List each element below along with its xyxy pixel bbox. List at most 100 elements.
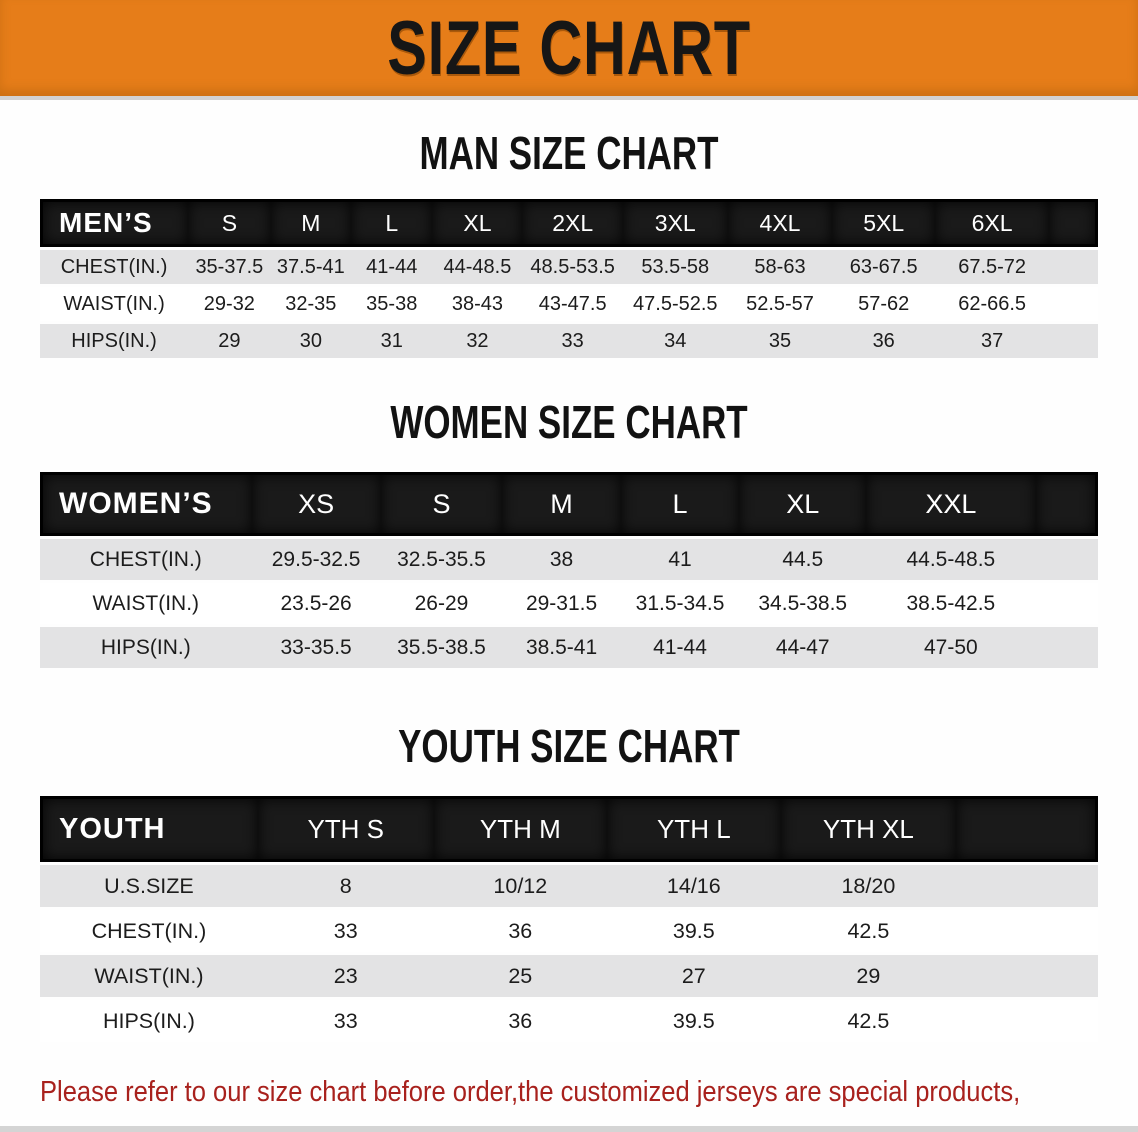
header-row: WOMEN’S XS S M L XL XXL (40, 472, 1098, 536)
spacer-cell (1035, 539, 1098, 580)
womens-size-table: WOMEN’S XS S M L XL XXL CHEST(IN.) 29.5-32.5 32.5… (40, 469, 1098, 671)
women-section-heading: WOMEN SIZE CHART (390, 396, 748, 448)
spacer-cell (1035, 583, 1098, 624)
table-row: HIPS(IN.) 29 30 31 32 33 34 35 36 37 (40, 324, 1098, 358)
size-column-header: XL (432, 199, 523, 247)
row-label: WAIST(IN.) (40, 287, 189, 321)
size-value: 31 (351, 324, 433, 358)
youth-size-table: YOUTH YTH S YTH M YTH L YTH XL U.S.SIZE 8 10/12… (40, 793, 1098, 1045)
row-label: CHEST(IN.) (40, 539, 252, 580)
size-column-header: S (380, 472, 503, 536)
header-row: YOUTH YTH S YTH M YTH L YTH XL (40, 796, 1098, 862)
size-value: 32-35 (270, 287, 352, 321)
banner-title: SIZE CHART (387, 5, 751, 91)
size-value: 30 (270, 324, 352, 358)
table-title-cell: YOUTH (40, 796, 258, 862)
spacer-cell (956, 796, 1098, 862)
spacer-cell (956, 1000, 1098, 1042)
spacer-cell (1049, 199, 1098, 247)
size-value: 26-29 (380, 583, 503, 624)
spacer-cell (1049, 287, 1098, 321)
size-value: 27 (607, 955, 781, 997)
size-value: 39.5 (607, 1000, 781, 1042)
size-value: 33-35.5 (251, 627, 381, 668)
row-label: HIPS(IN.) (40, 1000, 258, 1042)
size-table: YOUTH YTH S YTH M YTH L YTH XL U.S.SIZE 8 10/12… (40, 793, 1098, 1045)
table-title-cell: WOMEN’S (40, 472, 252, 536)
size-column-header: XXL (866, 472, 1036, 536)
size-value: 32 (432, 324, 523, 358)
size-value: 41-44 (620, 627, 740, 668)
size-column-header: M (270, 199, 352, 247)
size-column-header: 6XL (935, 199, 1050, 247)
mens-size-table: MEN’S S M L XL 2XL 3XL 4XL 5XL 6XL CHEST(IN.) 35-37… (40, 196, 1098, 361)
table-row: WAIST(IN.) 23.5-26 26-29 29-31.5 31.5-34.5 34… (40, 583, 1098, 624)
table-row: HIPS(IN.) 33-35.5 35.5-38.5 38.5-41 41-44 44-… (40, 627, 1098, 668)
size-value: 53.5-58 (622, 250, 728, 284)
section-men-sizes: MAN SIZE CHART MEN’S S M L XL 2XL 3XL 4XL 5XL 6XL… (0, 100, 1138, 361)
size-column-header: YTH M (433, 796, 608, 862)
size-value: 58-63 (727, 250, 833, 284)
spacer-cell (956, 910, 1098, 952)
size-value: 52.5-57 (727, 287, 833, 321)
size-column-header: L (620, 472, 740, 536)
size-value: 29 (780, 955, 957, 997)
row-label: WAIST(IN.) (40, 583, 252, 624)
size-value: 62-66.5 (935, 287, 1050, 321)
table-row: WAIST(IN.) 29-32 32-35 35-38 38-43 43-47.5 47.… (40, 287, 1098, 321)
size-value: 38.5-41 (502, 627, 621, 668)
size-column-header: YTH L (607, 796, 781, 862)
size-value: 44-47 (739, 627, 867, 668)
size-value: 14/16 (607, 865, 781, 907)
spacer-cell (1035, 627, 1098, 668)
size-value: 29.5-32.5 (251, 539, 381, 580)
size-value: 29-31.5 (502, 583, 621, 624)
row-label: WAIST(IN.) (40, 955, 258, 997)
banner: SIZE CHART (0, 0, 1138, 100)
size-value: 47-50 (866, 627, 1036, 668)
size-value: 42.5 (780, 910, 957, 952)
size-value: 44.5 (739, 539, 867, 580)
size-column-header: M (502, 472, 621, 536)
size-value: 10/12 (433, 865, 608, 907)
disclaimer-note: Please refer to our size chart before or… (40, 1067, 1098, 1132)
section-women-sizes: WOMEN SIZE CHART WOMEN’S XS S M L XL XXL CHEST(… (0, 361, 1138, 671)
row-label: HIPS(IN.) (40, 627, 252, 668)
size-value: 31.5-34.5 (620, 583, 740, 624)
men-section-heading: MAN SIZE CHART (419, 127, 719, 179)
size-value: 44-48.5 (432, 250, 523, 284)
table-row: CHEST(IN.) 35-37.5 37.5-41 41-44 44-48.5 48.5… (40, 250, 1098, 284)
size-value: 47.5-52.5 (622, 287, 728, 321)
size-value: 35-38 (351, 287, 433, 321)
youth-section-heading: YOUTH SIZE CHART (398, 720, 740, 772)
row-label: HIPS(IN.) (40, 324, 189, 358)
size-value: 57-62 (832, 287, 935, 321)
size-value: 35 (727, 324, 833, 358)
header-row: MEN’S S M L XL 2XL 3XL 4XL 5XL 6XL (40, 199, 1098, 247)
size-value: 35.5-38.5 (380, 627, 503, 668)
spacer-cell (956, 865, 1098, 907)
size-value: 33 (522, 324, 623, 358)
size-column-header: XS (251, 472, 381, 536)
size-value: 33 (257, 1000, 434, 1042)
table-title-cell: MEN’S (40, 199, 189, 247)
size-column-header: XL (739, 472, 867, 536)
size-column-header: 3XL (622, 199, 728, 247)
row-label: CHEST(IN.) (40, 250, 189, 284)
size-value: 25 (433, 955, 608, 997)
size-value: 32.5-35.5 (380, 539, 503, 580)
size-value: 29 (188, 324, 271, 358)
size-table: WOMEN’S XS S M L XL XXL CHEST(IN.) 29.5-32.5 32.5… (40, 469, 1098, 671)
size-value: 38-43 (432, 287, 523, 321)
size-value: 44.5-48.5 (866, 539, 1036, 580)
spacer-cell (1049, 250, 1098, 284)
size-value: 18/20 (780, 865, 957, 907)
size-value: 48.5-53.5 (522, 250, 623, 284)
disclaimer-line-1: Please refer to our size chart before or… (40, 1076, 1021, 1108)
size-column-header: 4XL (727, 199, 833, 247)
size-value: 29-32 (188, 287, 271, 321)
table-row: CHEST(IN.) 29.5-32.5 32.5-35.5 38 41 44.5 44.5… (40, 539, 1098, 580)
size-column-header: 2XL (522, 199, 623, 247)
size-value: 41-44 (351, 250, 433, 284)
